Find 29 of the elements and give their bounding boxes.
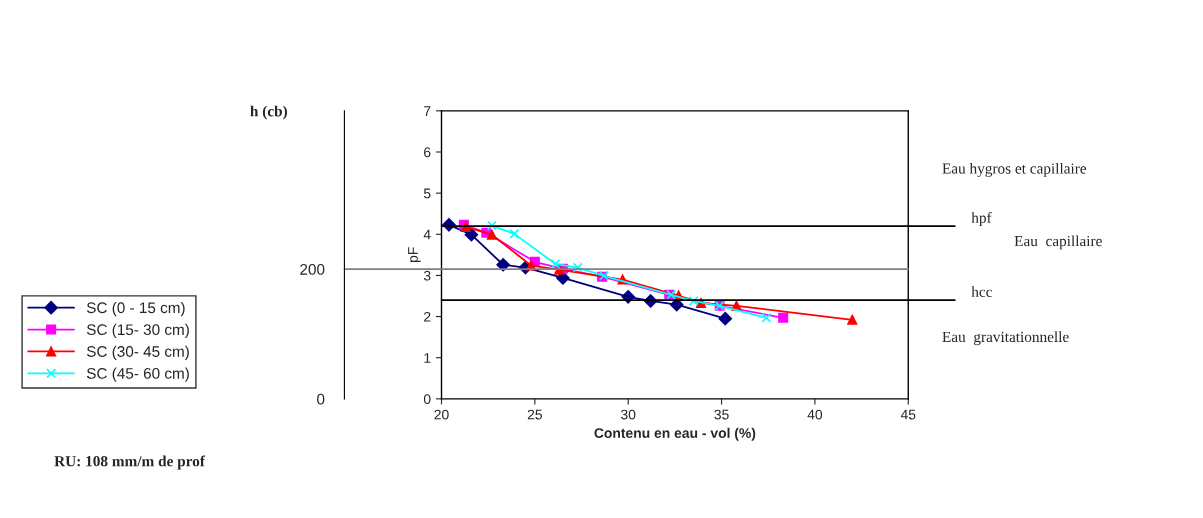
y-axis-title: pF [408,247,421,263]
x-tick-label: 45 [900,409,916,420]
y-tick-label: 5 [423,188,431,199]
text: Eau capillaire [1014,235,1102,250]
y2-axis-title: h (cb) [250,105,288,120]
y-tick-label: 2 [424,311,431,322]
text: RU: 108 mm/m de prof [54,455,206,470]
legend-label: SC (0 - 15 cm) [86,301,185,317]
y2-tick-label: 0 [317,393,325,405]
legend-label: SC (15- 30 cm) [86,323,189,339]
y-tick-label: 4 [423,229,431,240]
y-tick-label: 0 [423,394,431,405]
text: Eau hygros et capillaire [942,162,1087,177]
legend-label: SC (45- 60 cm) [86,367,189,382]
legend-label: SC (30- 45 cm) [86,345,189,360]
y-tick-label: 1 [424,353,431,363]
y2-tick-label: 200 [300,263,325,275]
x-axis-title: Contenu en eau - vol (%) [594,427,756,441]
y-tick-label: 6 [424,147,431,158]
ref-line-label: hpf [971,212,992,227]
x-tick-label: 20 [434,409,449,420]
text: Eau gravitationnelle [942,331,1069,346]
x-tick-label: 35 [714,409,729,420]
y-tick-label: 3 [423,270,431,281]
x-tick-label: 40 [807,409,823,420]
y-tick-label: 7 [424,106,431,116]
x-tick-label: 25 [527,409,542,420]
x-tick-label: 30 [621,409,636,420]
ref-line-label: hcc [971,286,993,298]
